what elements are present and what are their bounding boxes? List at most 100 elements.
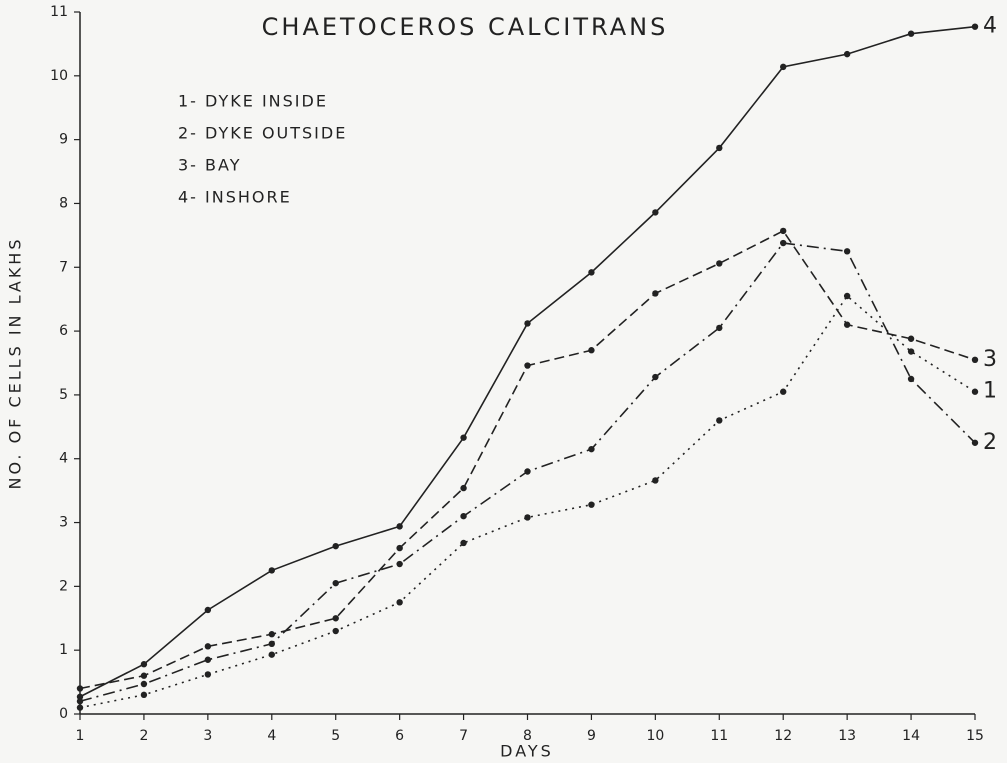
data-point [460, 484, 467, 492]
x-tick-label: 1 [76, 728, 85, 744]
data-point [460, 512, 467, 520]
data-point [716, 260, 723, 267]
data-point [396, 560, 403, 568]
data-point [396, 523, 403, 530]
data-point [652, 290, 659, 297]
data-point [652, 373, 659, 381]
data-point [780, 63, 787, 71]
series-end-label: 2 [983, 430, 997, 455]
data-point [332, 579, 339, 587]
legend-entry: 3- BAY [178, 156, 242, 175]
data-point [716, 417, 723, 424]
data-point [652, 209, 659, 216]
data-point [76, 698, 84, 705]
y-tick-label: 4 [59, 451, 68, 467]
data-point [396, 544, 403, 552]
data-point [460, 434, 467, 441]
data-point [907, 30, 915, 37]
x-tick-label: 14 [902, 728, 920, 744]
data-point [588, 269, 595, 276]
data-point [907, 375, 915, 383]
data-point [588, 347, 595, 354]
data-point [396, 599, 403, 606]
data-point [76, 704, 84, 711]
data-point [332, 542, 339, 550]
data-point [204, 656, 212, 663]
y-tick-label: 10 [50, 68, 68, 84]
data-point [780, 388, 787, 395]
y-tick-label: 2 [59, 578, 68, 594]
data-point [780, 227, 787, 235]
data-point [907, 335, 915, 342]
legend-entry: 4- INSHORE [178, 188, 292, 207]
x-tick-label: 4 [267, 728, 276, 744]
data-point [971, 23, 979, 30]
y-tick-label: 9 [59, 132, 68, 148]
x-tick-label: 2 [139, 728, 148, 744]
data-point [843, 248, 851, 255]
data-point [524, 362, 531, 369]
data-point [971, 388, 979, 395]
data-point [140, 680, 148, 688]
data-point [716, 324, 723, 332]
series-line [79, 294, 976, 709]
data-point [140, 661, 148, 668]
y-tick-label: 11 [50, 4, 68, 20]
data-point [588, 445, 595, 453]
data-point [460, 539, 467, 547]
data-point [780, 239, 787, 247]
data-point [268, 631, 275, 638]
series-end-label: 3 [983, 347, 997, 372]
data-point [268, 651, 275, 658]
data-point [907, 348, 915, 355]
x-tick-label: 10 [646, 728, 664, 744]
y-tick-label: 5 [59, 387, 68, 403]
x-tick-label: 6 [395, 728, 404, 744]
x-tick-label: 12 [774, 728, 792, 744]
data-point [268, 640, 275, 647]
series-end-label: 1 [983, 379, 997, 404]
data-point [332, 627, 339, 635]
data-point [76, 685, 84, 692]
data-point [140, 691, 148, 699]
x-tick-label: 13 [838, 728, 856, 744]
data-point [971, 356, 979, 364]
y-tick-label: 0 [59, 706, 68, 722]
y-tick-label: 3 [59, 515, 68, 531]
x-tick-label: 8 [523, 728, 532, 744]
x-tick-label: 7 [459, 728, 468, 744]
data-point [76, 693, 84, 700]
x-tick-label: 3 [203, 728, 212, 744]
data-point [204, 643, 212, 650]
data-point [524, 320, 531, 327]
x-tick-label: 9 [587, 728, 596, 744]
x-tick-label: 15 [966, 728, 984, 744]
legend-entry: 1- DYKE INSIDE [178, 92, 328, 111]
y-tick-label: 8 [59, 195, 68, 211]
data-point [843, 321, 851, 328]
y-tick-label: 1 [59, 642, 68, 658]
series-end-label: 4 [983, 14, 997, 39]
x-tick-label: 11 [710, 728, 728, 744]
data-point [843, 50, 851, 58]
data-point [268, 567, 275, 574]
data-point [588, 501, 595, 508]
data-point [524, 514, 531, 521]
data-point [652, 477, 659, 484]
data-point [204, 671, 212, 678]
data-point [843, 292, 851, 300]
y-tick-label: 7 [59, 259, 68, 275]
data-point [716, 144, 723, 152]
y-tick-label: 6 [59, 323, 68, 339]
y-axis-label: NO. OF CELLS IN LAKHS [6, 237, 25, 490]
chart-title: CHAETOCEROS CALCITRANS [262, 13, 669, 41]
data-point [204, 606, 212, 614]
x-axis-label: DAYS [500, 742, 554, 761]
legend-entry: 2- DYKE OUTSIDE [178, 124, 347, 143]
data-point [971, 439, 979, 446]
data-point [524, 468, 531, 475]
data-point [140, 672, 148, 679]
x-tick-label: 5 [331, 728, 340, 744]
series-line [79, 229, 976, 690]
